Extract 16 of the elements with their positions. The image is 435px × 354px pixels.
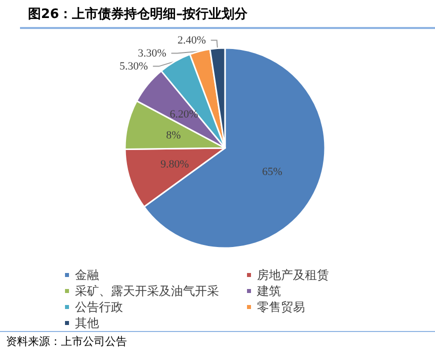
legend-label: 采矿、露天开采及油气开采 (75, 284, 219, 298)
text: 资料来源：上市公司公告 (6, 335, 127, 348)
legend-label: 其他 (75, 316, 99, 330)
legend-label: 金融 (75, 268, 99, 282)
data-label: 9.80% (160, 158, 189, 171)
data-label: 2.40% (177, 34, 206, 46)
data-label: 65% (262, 166, 282, 178)
data-label: 5.30% (120, 60, 148, 72)
legend-label: 房地产及租赁 (257, 268, 329, 282)
data-label: 3.30% (138, 47, 166, 60)
legend-label: 公告行政 (75, 300, 123, 314)
chart-title: 图26：上市债券持仓明细–按行业划分 (28, 6, 249, 22)
legend-label: 建筑 (256, 284, 281, 298)
data-label: 8% (166, 129, 181, 142)
legend-label: 零售贸易 (257, 300, 305, 314)
data-label: 6.20% (170, 108, 198, 120)
